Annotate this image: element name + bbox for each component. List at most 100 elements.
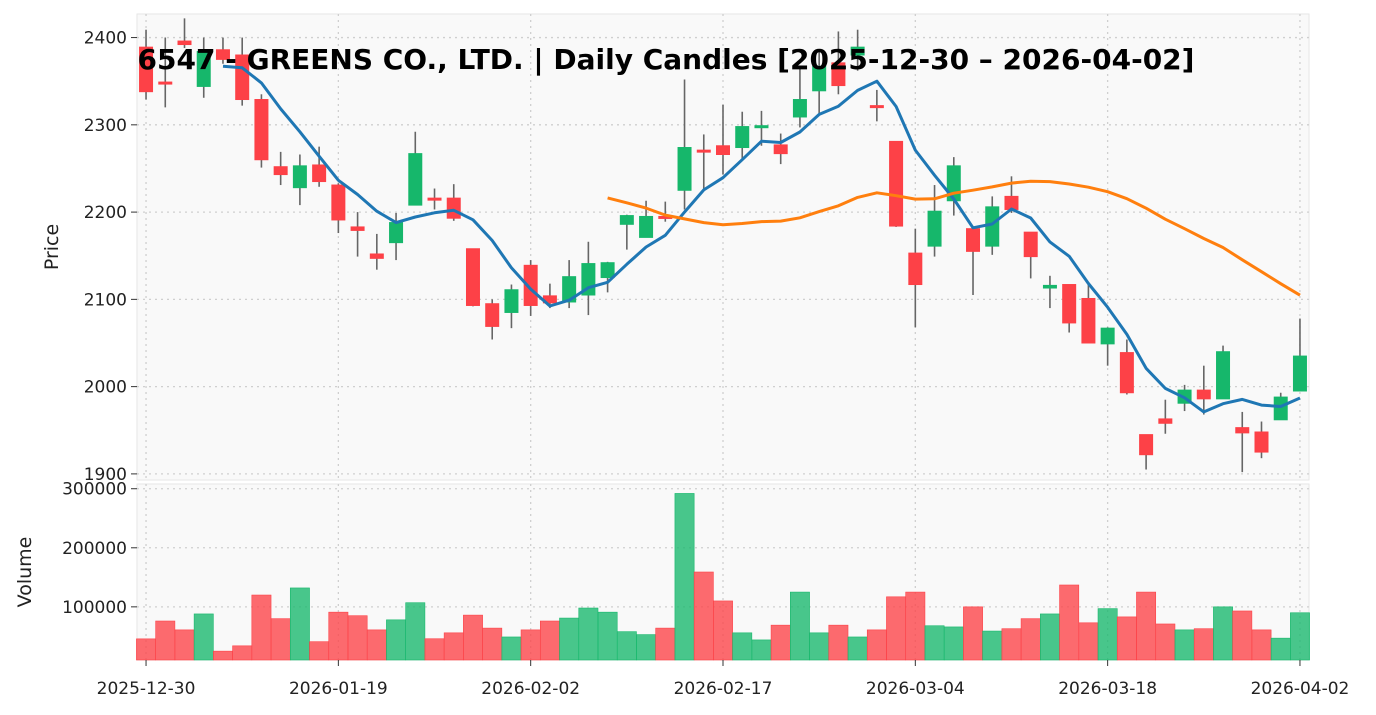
volume-bar: [174, 629, 195, 661]
candle-down: [966, 228, 981, 252]
volume-bar: [924, 625, 945, 661]
price-tick-label: 2200: [84, 203, 127, 223]
volume-bar: [1251, 629, 1272, 661]
volume-bar: [905, 591, 926, 661]
volume-bar: [347, 615, 368, 661]
candle-up: [850, 46, 865, 56]
volume-bar: [828, 624, 849, 661]
candle-up: [389, 222, 404, 244]
volume-bar: [1136, 591, 1157, 661]
volume-bar: [328, 611, 349, 661]
candle-up: [735, 126, 750, 149]
candle-up: [1273, 396, 1288, 421]
volume-bar: [655, 627, 676, 661]
volume-bar: [1116, 616, 1137, 661]
candle-up: [754, 125, 769, 129]
candle-down: [1158, 418, 1173, 424]
candle-down: [350, 226, 365, 231]
volume-bar: [405, 602, 426, 661]
volume-bar: [963, 606, 983, 661]
volume-bar: [1155, 623, 1176, 661]
candles: [139, 18, 1307, 473]
volume-bar: [520, 629, 541, 661]
x-tick-label: 2026-02-17: [674, 679, 773, 699]
price-axis-label: Price: [41, 224, 63, 270]
volume-bar: [1232, 610, 1253, 661]
candle-down: [1023, 231, 1038, 258]
volume-bar: [770, 624, 791, 661]
price-tick-label: 2300: [84, 116, 127, 136]
candle-down: [1062, 284, 1077, 324]
price-panel-background: [136, 13, 1310, 481]
volume-bar: [155, 620, 176, 661]
volume-bar: [597, 611, 618, 661]
candle-down: [254, 99, 269, 161]
volume-bar: [693, 571, 714, 661]
ma-25-line: [607, 179, 1301, 297]
volume-bar: [501, 636, 522, 661]
volume-bar: [1040, 613, 1060, 661]
candle-up: [927, 210, 942, 247]
volume-bar: [443, 632, 464, 661]
volume-bar: [1174, 629, 1195, 661]
volume-axis-label: Volume: [14, 537, 36, 608]
volume-bar: [213, 650, 233, 661]
volume-bar: [886, 596, 907, 661]
x-tick-label: 2026-03-18: [1058, 679, 1157, 699]
candle-down: [696, 149, 711, 153]
price-tick-label: 2000: [84, 378, 127, 398]
candle-up: [1292, 355, 1307, 392]
volume-bar: [136, 638, 156, 661]
candle-up: [985, 206, 1000, 247]
volume-bar: [578, 607, 599, 661]
price-tick-label: 1900: [84, 465, 127, 485]
volume-bar: [424, 638, 445, 661]
candle-up: [1042, 284, 1057, 289]
volume-bar: [732, 632, 753, 661]
price-tick-label: 2400: [84, 29, 127, 49]
volume-bar: [539, 620, 560, 661]
volume-bar: [1078, 622, 1099, 661]
candle-down: [1196, 389, 1211, 400]
chart-title: 6547 - GREENS CO., LTD. | Daily Candles …: [138, 43, 1195, 76]
candle-up: [619, 215, 634, 225]
candle-up: [292, 165, 307, 189]
x-tick-label: 2026-04-02: [1251, 679, 1350, 699]
candle-down: [427, 197, 442, 201]
candle-up: [600, 262, 615, 279]
candle-down: [773, 144, 788, 155]
volume-tick-label: 300000: [62, 480, 127, 500]
volume-bar: [809, 632, 830, 661]
volume-bar: [1001, 628, 1022, 661]
candle-down: [889, 140, 904, 227]
candle-down: [1235, 427, 1250, 434]
volume-bar: [309, 641, 330, 661]
candle-down: [465, 248, 480, 306]
candle-up: [1100, 327, 1115, 345]
candle-down: [215, 49, 230, 60]
volume-bar: [482, 627, 503, 661]
volume-bar: [751, 639, 772, 661]
candle-down: [869, 105, 884, 109]
candle-down: [716, 145, 730, 155]
candle-down: [1254, 431, 1269, 453]
volume-bar: [386, 619, 406, 661]
candle-up: [792, 99, 807, 118]
volume-bar: [463, 614, 483, 661]
candle-down: [446, 197, 461, 219]
x-tick-label: 2026-01-19: [289, 679, 388, 699]
volume-bar: [713, 600, 733, 661]
candle-down: [831, 62, 846, 87]
volume-bar: [559, 617, 580, 661]
candle-down: [485, 303, 500, 327]
volume-bars: [136, 493, 1310, 661]
candle-down: [1139, 434, 1154, 456]
volume-bar: [847, 636, 868, 661]
volume-bar: [1059, 584, 1080, 661]
volume-bar: [1020, 618, 1041, 661]
volume-bar: [1290, 612, 1310, 661]
volume-bar: [1097, 608, 1118, 661]
volume-bar: [943, 626, 964, 661]
candle-up: [562, 276, 577, 303]
